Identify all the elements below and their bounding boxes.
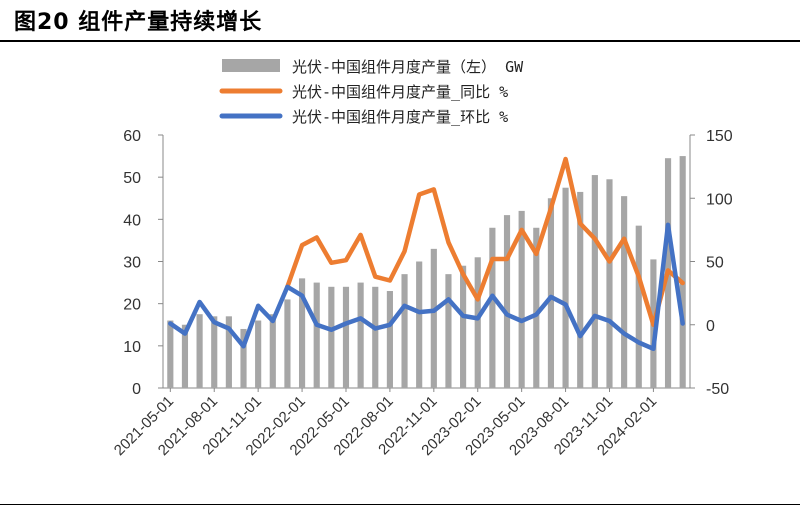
bar-production — [240, 328, 247, 388]
y-left-tick-label: 60 — [123, 128, 141, 145]
bar-production — [269, 314, 276, 388]
bar-production — [430, 248, 437, 388]
y-left-tick-label: 20 — [123, 297, 141, 314]
legend-label: 光伏-中国组件月度产量（左） GW — [292, 58, 524, 76]
footer-divider — [0, 504, 800, 505]
y-left-tick-label: 0 — [132, 381, 141, 398]
y-right-tick-label: -50 — [706, 381, 729, 398]
legend-label: 光伏-中国组件月度产量_同比 % — [292, 83, 508, 101]
line-yoy-growth — [285, 156, 685, 328]
bar-production — [518, 210, 525, 388]
bar-series — [167, 156, 686, 388]
legend-swatch-bar — [222, 59, 280, 72]
y-right-tick-label: 100 — [706, 191, 733, 208]
bar-production — [460, 265, 467, 388]
bar-production — [547, 198, 555, 388]
bar-production — [357, 282, 364, 388]
bar-production — [181, 324, 189, 388]
bar-production — [679, 156, 686, 388]
chart-legend: 光伏-中国组件月度产量（左） GW 光伏-中国组件月度产量_同比 % 光伏-中国组件… — [219, 58, 524, 126]
bar-production — [167, 320, 174, 388]
bar-production — [606, 179, 613, 388]
bar-production — [445, 274, 452, 388]
bar-production — [635, 225, 642, 388]
bar-production — [342, 286, 350, 388]
bar-production — [503, 215, 511, 388]
line-series — [168, 156, 685, 352]
bar-production — [372, 286, 379, 388]
bar-production — [196, 314, 203, 388]
bar-production — [474, 257, 481, 388]
line-mom-growth — [168, 222, 685, 352]
bar-production — [328, 286, 335, 388]
title-divider — [0, 40, 800, 42]
bar-production — [533, 227, 540, 388]
bar-production — [225, 316, 232, 388]
figure-title: 图20 组件产量持续增长 — [14, 10, 263, 35]
bar-production — [621, 196, 628, 388]
bar-production — [591, 175, 598, 388]
bar-production — [401, 274, 408, 388]
bar-production — [313, 282, 320, 388]
bar-production — [211, 316, 218, 388]
y-right-tick-label: 150 — [706, 128, 733, 145]
bar-production — [255, 320, 262, 388]
bar-production — [577, 191, 584, 388]
bar-production — [298, 278, 306, 388]
bar-production — [386, 291, 393, 388]
legend-label: 光伏-中国组件月度产量_环比 % — [292, 108, 508, 126]
y-left-tick-label: 10 — [123, 339, 141, 356]
y-left-tick-label: 40 — [123, 212, 141, 229]
bar-production — [416, 261, 423, 388]
y-left-tick-label: 30 — [123, 255, 141, 272]
y-right-tick-label: 0 — [706, 318, 715, 335]
y-left-tick-label: 50 — [123, 170, 141, 187]
bar-production — [489, 227, 496, 388]
bar-production — [284, 299, 291, 388]
y-right-tick-label: 50 — [706, 255, 724, 272]
bar-production — [562, 187, 569, 388]
